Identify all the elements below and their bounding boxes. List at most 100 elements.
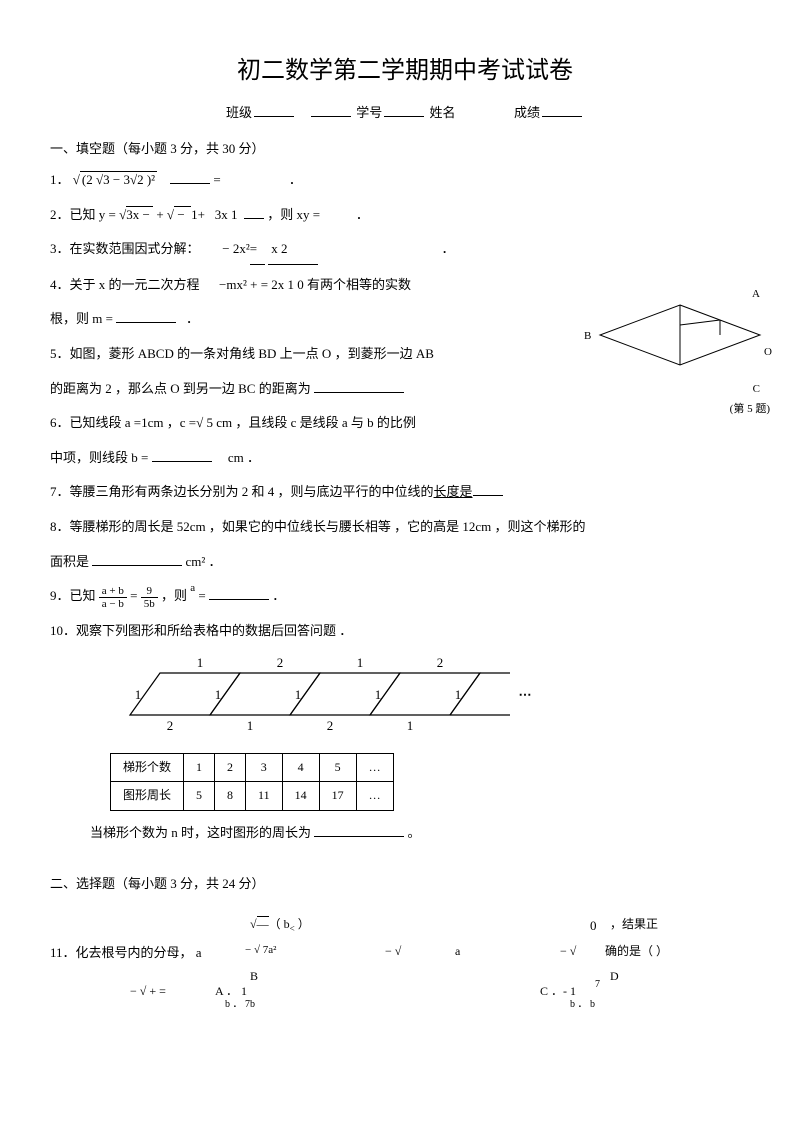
cell: 11 xyxy=(246,782,283,811)
q6-tail: 中项，则线段 b = xyxy=(50,450,148,465)
svg-text:2: 2 xyxy=(167,718,174,733)
q11-a: a xyxy=(196,945,202,960)
q8-line2: 面积是 cm² ． xyxy=(50,548,760,577)
q11-A-sub: b ． 7b xyxy=(225,996,255,1014)
cell: … xyxy=(356,753,393,782)
q2-prefix: 2．已知 y = xyxy=(50,207,119,222)
id-blank xyxy=(384,116,424,117)
cell: … xyxy=(356,782,393,811)
q10-post: 当梯形个数为 n 时，这时图形的周长为 。 xyxy=(90,819,760,848)
q9-blank xyxy=(209,599,269,600)
q5-line2: 的距离为 2 ，那么点 O 到另一边 BC 的距离为 xyxy=(50,375,550,404)
q11-prefix: 11．化去根号内的分母， xyxy=(50,945,193,960)
q8-text: 8．等腰梯形的周长是 52cm ，如果它的中位线长与腰长相等 ，它的高是 12c… xyxy=(50,519,586,534)
q11: 11．化去根号内的分母， a √―（ b< ） − √ 7a² − √ a 0 … xyxy=(50,906,760,1016)
q10-end: 。 xyxy=(408,825,421,840)
q11-D: D xyxy=(610,966,619,988)
q7-underline: 长度是 xyxy=(434,484,473,499)
svg-text:2: 2 xyxy=(277,655,284,670)
q10-blank xyxy=(314,836,404,837)
q11-result2: 确的是（ ） xyxy=(605,941,668,963)
q9-tail: = xyxy=(198,588,205,603)
q11-sqrt2: − √ xyxy=(385,941,401,963)
q6-line2: 中项，则线段 b = cm ． xyxy=(50,444,760,473)
q8-unit: cm² ． xyxy=(186,554,222,569)
q6-blank xyxy=(152,461,212,462)
score-blank xyxy=(542,116,582,117)
svg-text:1: 1 xyxy=(375,687,382,702)
section1-header: 一、填空题（每小题 3 分，共 30 分） xyxy=(50,137,760,160)
q3-blank1: = xyxy=(250,235,265,265)
q1-eq: = xyxy=(213,172,220,187)
th-count: 梯形个数 xyxy=(111,753,184,782)
rhombus-diagram: A B O C (第 5 题) xyxy=(590,285,770,425)
section2-header: 二、选择题（每小题 3 分，共 24 分） xyxy=(50,872,760,895)
q8: 8．等腰梯形的周长是 52cm ，如果它的中位线长与腰长相等 ，它的高是 12c… xyxy=(50,513,760,542)
label-O: O xyxy=(764,343,772,363)
cell: 14 xyxy=(282,782,319,811)
svg-text:2: 2 xyxy=(327,718,334,733)
q2-plus: + xyxy=(156,207,167,222)
q3-blank2: x 2 xyxy=(268,235,318,265)
q9-frac3: a xyxy=(190,582,195,594)
q7-blank xyxy=(473,495,503,496)
q5: 5．如图，菱形 ABCD 的一条对角线 BD 上一点 O ，到菱形一边 AB xyxy=(50,340,550,369)
svg-text:1: 1 xyxy=(407,718,414,733)
q1-prefix: 1． xyxy=(50,172,70,187)
q7-text: 7．等腰三角形有两条边长分别为 2 和 4 ，则与底边平行的中位线的 xyxy=(50,484,434,499)
q6: 6．已知线段 a =1cm ，c =√ 5 cm ，且线段 c 是线段 a 与 … xyxy=(50,409,570,438)
q11-bottom: − √ + = xyxy=(130,981,166,1003)
q11-C-sub: b ． b xyxy=(570,996,595,1014)
q9-eq: = xyxy=(130,588,141,603)
cell: 5 xyxy=(184,782,215,811)
cell: 8 xyxy=(215,782,246,811)
cell: 5 xyxy=(319,753,356,782)
q7: 7．等腰三角形有两条边长分别为 2 和 4 ，则与底边平行的中位线的长度是 xyxy=(50,478,760,507)
q2-tail: ，则 xy = xyxy=(267,207,320,222)
q11-result: ，结果正 xyxy=(610,914,658,936)
svg-text:1: 1 xyxy=(295,687,302,702)
svg-text:1: 1 xyxy=(247,718,254,733)
label-C: C xyxy=(753,380,760,400)
q4-expr: −mx² + = 2x 1 0 有两个相等的实数 xyxy=(219,277,411,292)
score-label: 成绩 xyxy=(514,105,540,120)
trapezoid-figure: 1212 11111 2121 ⋯ xyxy=(110,655,760,742)
q11-7: 7 xyxy=(595,976,600,994)
blank2 xyxy=(311,116,351,117)
class-label: 班级 xyxy=(226,105,252,120)
q2-blank xyxy=(244,218,264,219)
svg-text:1: 1 xyxy=(357,655,364,670)
svg-text:1: 1 xyxy=(135,687,142,702)
q10: 10．观察下列图形和所给表格中的数据后回答问题 ． xyxy=(50,617,760,646)
q3: 3．在实数范围因式分解： − 2x²= x 2 ． xyxy=(50,235,760,265)
rhombus-caption: (第 5 题) xyxy=(730,400,770,420)
table-q10: 梯形个数 1 2 3 4 5 … 图形周长 5 8 11 14 17 … xyxy=(110,753,394,811)
q11-a2: a xyxy=(455,941,460,963)
label-B: B xyxy=(584,327,591,347)
svg-text:2: 2 xyxy=(437,655,444,670)
th-perim: 图形周长 xyxy=(111,782,184,811)
q11-zero: 0 xyxy=(590,914,597,937)
info-line: 班级 学号 姓名 成绩 xyxy=(50,101,760,124)
q9-frac1: a + b a − b xyxy=(99,585,127,610)
q6-unit: cm ． xyxy=(228,450,260,465)
cell: 4 xyxy=(282,753,319,782)
q4-blank xyxy=(116,322,176,323)
q8-blank xyxy=(92,565,182,566)
svg-text:⋯: ⋯ xyxy=(519,687,532,702)
name-label: 姓名 xyxy=(430,105,456,120)
q4-tail: 根，则 m = xyxy=(50,311,113,326)
q11-B: B xyxy=(250,966,258,988)
q4-text: 4．关于 x 的一元二次方程 xyxy=(50,277,200,292)
q10-text: 10．观察下列图形和所给表格中的数据后回答问题 ． xyxy=(50,623,352,638)
q9-prefix: 9．已知 xyxy=(50,588,99,603)
q1: 1． √(2 √3 − 3√2 )² = ． xyxy=(50,166,760,195)
q10-post-text: 当梯形个数为 n 时，这时图形的周长为 xyxy=(90,825,311,840)
q11-sqrt-top: √―（ b< ） xyxy=(250,914,310,937)
q5-blank xyxy=(314,392,404,393)
cell: 1 xyxy=(184,753,215,782)
svg-text:1: 1 xyxy=(215,687,222,702)
class-blank xyxy=(254,116,294,117)
exam-title: 初二数学第二学期期中考试试卷 xyxy=(50,50,760,93)
q11-sqrt3: − √ xyxy=(560,941,576,963)
